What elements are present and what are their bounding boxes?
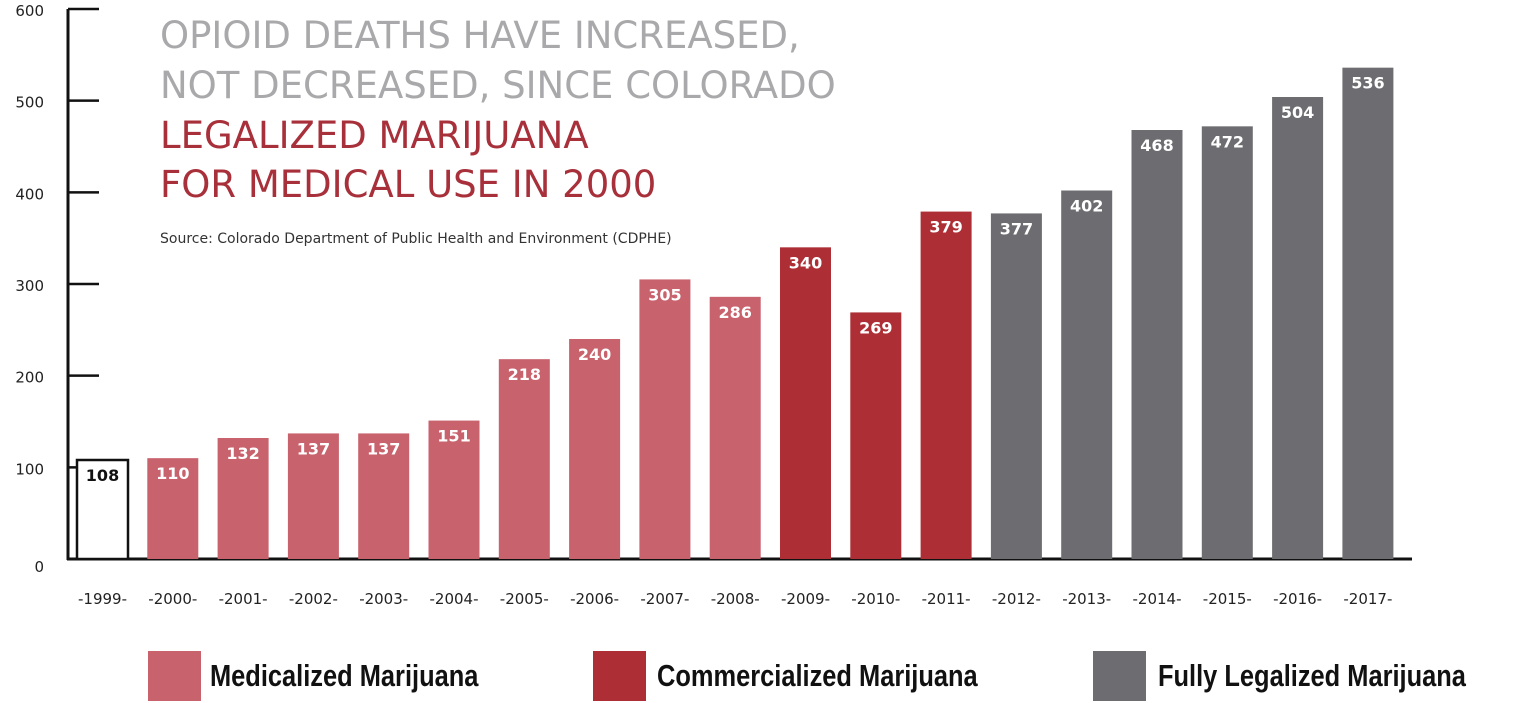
bar <box>1272 97 1324 559</box>
x-tick-label: -1999- <box>78 590 127 608</box>
x-tick-label: -2004- <box>430 590 479 608</box>
legend-label-legalized: Fully Legalized Marijuana <box>1158 658 1466 693</box>
bar-value-label: 468 <box>1140 136 1173 155</box>
legend-swatch-legalized <box>1093 651 1146 701</box>
y-tick-label: 600 <box>15 2 44 20</box>
bar-value-label: 108 <box>86 466 119 485</box>
bar <box>358 433 410 559</box>
legend-swatch-commercialized <box>593 651 646 701</box>
x-tick-label: -2006- <box>570 590 619 608</box>
x-tick-label: -2015- <box>1203 590 1252 608</box>
bar-value-label: 379 <box>929 218 962 237</box>
legend-label-commercialized: Commercialized Marijuana <box>657 658 978 693</box>
chart-title: OPIOID DEATHS HAVE INCREASED, NOT DECREA… <box>160 14 836 247</box>
bar-value-label: 110 <box>156 464 189 483</box>
bar <box>709 296 761 559</box>
legend-label-medicalized: Medicalized Marijuana <box>210 658 479 693</box>
bar-value-label: 269 <box>859 318 892 337</box>
bar-value-label: 218 <box>508 365 541 384</box>
bar <box>1061 190 1113 559</box>
title-line-2: NOT DECREASED, SINCE COLORADO <box>160 64 836 107</box>
x-tick-label: -2002- <box>289 590 338 608</box>
legend-swatch-medicalized <box>148 651 201 701</box>
x-tick-label: -2013- <box>1062 590 1111 608</box>
bar-value-label: 151 <box>437 427 470 446</box>
bar-value-label: 137 <box>367 439 400 458</box>
y-tick-label: 200 <box>15 369 44 387</box>
bar <box>75 458 130 561</box>
x-tick-label: -2008- <box>711 590 760 608</box>
x-tick-label: -2016- <box>1273 590 1322 608</box>
title-line-4: FOR MEDICAL USE IN 2000 <box>160 163 656 206</box>
bar-value-label: 472 <box>1211 132 1244 151</box>
title-line-1: OPIOID DEATHS HAVE INCREASED, <box>160 14 800 57</box>
x-tick-label: -2017- <box>1343 590 1392 608</box>
bar <box>498 359 550 559</box>
x-tick-label: -2011- <box>922 590 971 608</box>
bar <box>287 433 339 559</box>
bar-value-label: 536 <box>1351 74 1384 93</box>
bar <box>217 438 269 559</box>
x-tick-label: -2010- <box>851 590 900 608</box>
x-tick-label: -2009- <box>781 590 830 608</box>
bar <box>569 339 621 559</box>
bar-value-label: 132 <box>226 444 259 463</box>
bar <box>1342 67 1394 560</box>
x-tick-label: -2005- <box>500 590 549 608</box>
bar <box>850 312 902 559</box>
bar-value-label: 402 <box>1070 197 1103 216</box>
bar <box>428 420 480 559</box>
x-tick-label: -2001- <box>219 590 268 608</box>
y-tick-label: 500 <box>15 94 44 112</box>
y-tick-label: 100 <box>15 460 44 478</box>
y-tick-label: 400 <box>15 185 44 203</box>
x-tick-label: -2003- <box>359 590 408 608</box>
bar <box>639 279 691 559</box>
y-tick-label: 0 <box>34 558 44 576</box>
legend-item-medicalized: Medicalized Marijuana <box>148 651 537 701</box>
axes: 0 100 200 300 400 500 600 -1999- -2000- -2001- -20… <box>15 2 1412 608</box>
bar <box>147 458 199 559</box>
bar-value-label: 240 <box>578 345 611 364</box>
bar <box>990 213 1042 559</box>
bar <box>780 247 831 560</box>
legend-item-commercialized: Commercialized Marijuana <box>593 651 1048 701</box>
x-tick-label: -2007- <box>640 590 689 608</box>
bar-value-label: 504 <box>1281 103 1314 122</box>
bar-value-label: 305 <box>648 285 681 304</box>
bar-value-label: 377 <box>1000 219 1033 238</box>
x-tick-label: -2012- <box>992 590 1041 608</box>
y-tick-label: 300 <box>15 277 44 295</box>
bar-value-label: 340 <box>789 253 822 272</box>
bar-chart: 0 100 200 300 400 500 600 -1999- -2000- -2001- -20… <box>15 2 1412 608</box>
bars <box>75 67 1394 561</box>
bar <box>1131 130 1183 559</box>
bar <box>920 211 972 560</box>
value-labels: 108 110 132 137 137 151 218 240 305 286 340 269 379 3… <box>86 74 1385 485</box>
bar-value-label: 286 <box>718 303 751 322</box>
x-tick-label: -2014- <box>1133 590 1182 608</box>
x-tick-label: -2000- <box>148 590 197 608</box>
bar <box>1201 126 1253 559</box>
source-note: Source: Colorado Department of Public He… <box>160 231 672 247</box>
legend-item-legalized: Fully Legalized Marijuana <box>1093 651 1513 701</box>
title-line-3: LEGALIZED MARIJUANA <box>160 114 589 157</box>
bar-value-label: 137 <box>297 439 330 458</box>
